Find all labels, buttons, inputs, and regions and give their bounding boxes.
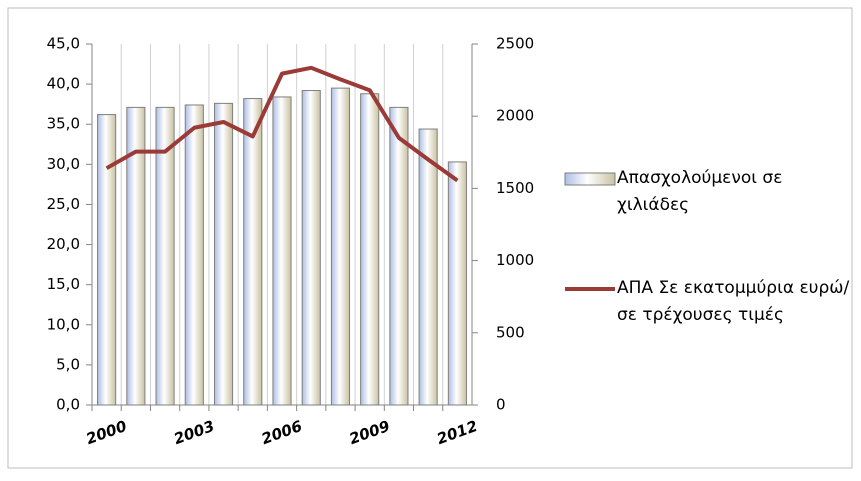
y-tick-label: 40,0 (47, 75, 80, 93)
y-tick-label: 25,0 (47, 195, 80, 213)
bar (301, 90, 321, 406)
bar (97, 114, 117, 406)
bar (330, 87, 351, 406)
y-tick-label: 10,0 (47, 315, 80, 333)
line (105, 65, 459, 183)
bar (243, 98, 263, 406)
bar (213, 102, 234, 406)
y2-tick-label: 1000 (496, 251, 534, 269)
bar (418, 128, 438, 406)
bar (155, 106, 175, 406)
bar (447, 161, 467, 406)
y2-tick-label: 1500 (496, 179, 534, 197)
bar (272, 96, 292, 406)
y2-tick-label: 2500 (496, 35, 534, 53)
y-tick-label: 20,0 (47, 235, 80, 253)
y2-tick-label: 0 (496, 396, 506, 414)
y-tick-label: 30,0 (47, 155, 80, 173)
legend-entry: Απασχολούμενοι σε χιλιάδες (617, 168, 783, 215)
legend-entry: ΑΠΑ Σε εκατομμύρια ευρώ/ σε τρέχουσες τι… (617, 278, 850, 325)
y-tick-label: 45,0 (47, 35, 80, 53)
legend-label: ΑΠΑ Σε εκατομμύρια ευρώ/ σε τρέχουσες τι… (617, 278, 850, 325)
legend-swatch (564, 172, 616, 186)
bar (184, 104, 204, 406)
legend-label: Απασχολούμενοι σε χιλιάδες (617, 168, 783, 215)
bar (389, 106, 409, 406)
y-tick-label: 0,0 (56, 396, 80, 414)
y-tick-label: 5,0 (56, 355, 80, 373)
y-tick-label: 35,0 (47, 115, 80, 133)
y2-tick-label: 500 (496, 323, 525, 341)
y2-tick-label: 2000 (496, 107, 534, 125)
bar (126, 106, 146, 406)
bar (360, 93, 380, 406)
y-tick-label: 15,0 (47, 275, 80, 293)
